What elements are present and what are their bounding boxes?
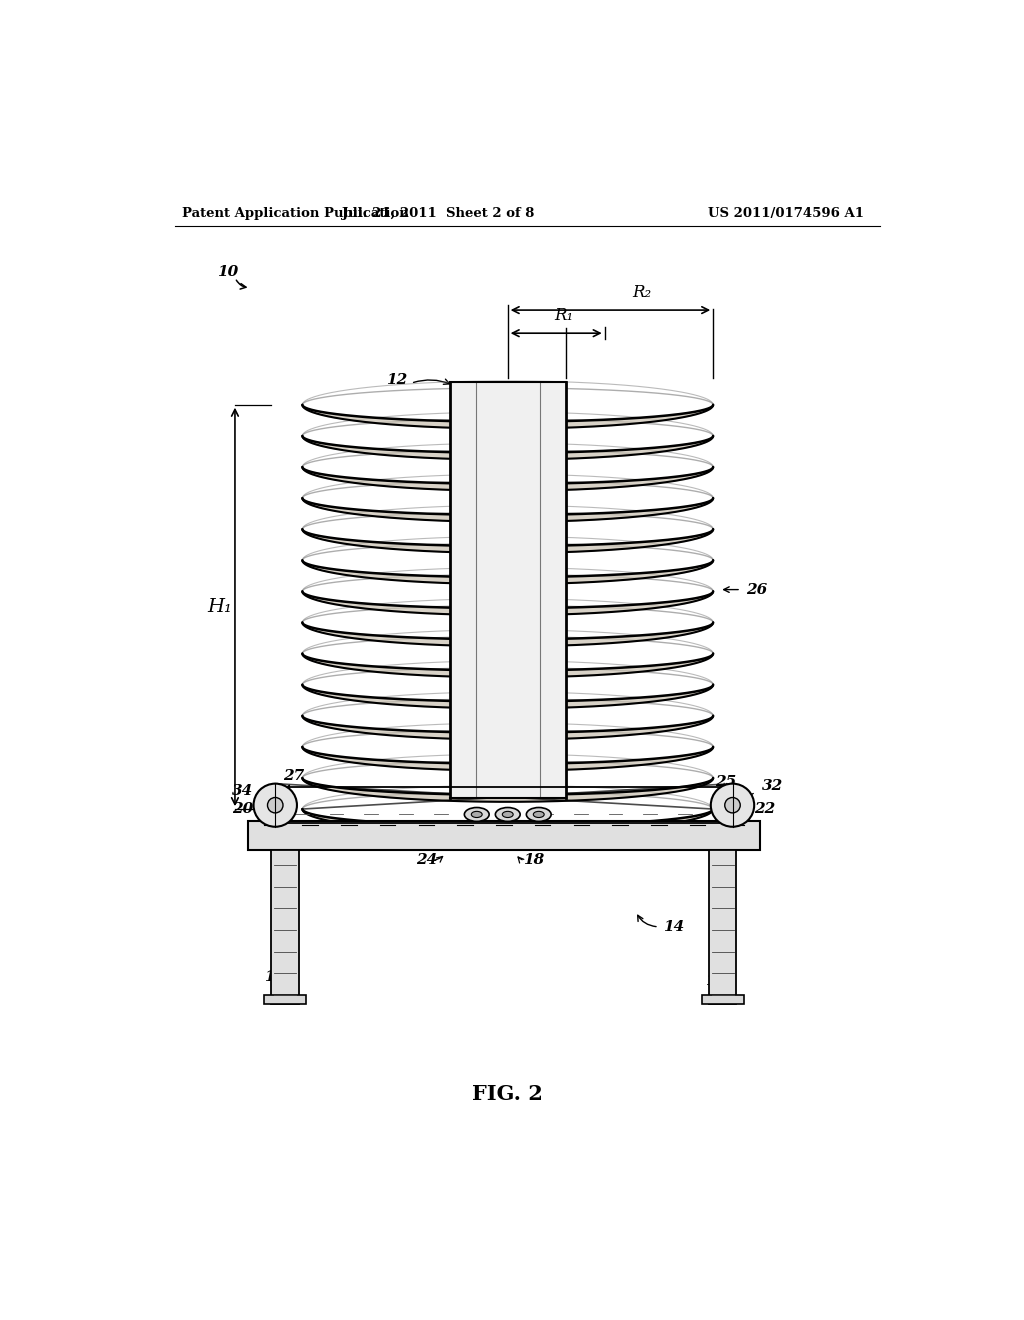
Circle shape (725, 797, 740, 813)
Text: 27: 27 (283, 768, 304, 783)
Polygon shape (710, 850, 736, 1003)
Polygon shape (302, 498, 713, 521)
Ellipse shape (503, 812, 513, 817)
Text: R₁: R₁ (554, 308, 573, 323)
Polygon shape (302, 405, 713, 429)
Text: US 2011/0174596 A1: US 2011/0174596 A1 (709, 207, 864, 220)
Text: 32: 32 (762, 779, 783, 793)
Text: 26: 26 (746, 582, 768, 597)
Ellipse shape (464, 808, 489, 821)
Text: 16: 16 (706, 974, 727, 987)
Ellipse shape (496, 808, 520, 821)
Polygon shape (302, 809, 713, 833)
Polygon shape (302, 591, 713, 615)
Polygon shape (248, 821, 760, 850)
Text: 25: 25 (715, 775, 736, 789)
Polygon shape (302, 747, 713, 771)
Text: 34: 34 (232, 784, 254, 799)
Text: 24: 24 (416, 853, 437, 867)
Polygon shape (302, 623, 713, 647)
Polygon shape (302, 777, 713, 801)
Polygon shape (302, 685, 713, 709)
Ellipse shape (526, 808, 551, 821)
Text: 20: 20 (232, 803, 254, 816)
Circle shape (711, 784, 755, 826)
Text: FIG. 2: FIG. 2 (472, 1084, 543, 1104)
Text: Jul. 21, 2011  Sheet 2 of 8: Jul. 21, 2011 Sheet 2 of 8 (342, 207, 535, 220)
Circle shape (254, 784, 297, 826)
Polygon shape (302, 529, 713, 553)
Polygon shape (302, 715, 713, 739)
Text: 10: 10 (217, 265, 239, 280)
Text: Patent Application Publication: Patent Application Publication (182, 207, 409, 220)
Text: 22: 22 (755, 803, 775, 816)
Text: 12: 12 (386, 374, 407, 387)
Polygon shape (263, 995, 306, 1003)
Text: 16: 16 (263, 970, 285, 983)
Ellipse shape (534, 812, 544, 817)
Circle shape (267, 797, 283, 813)
Polygon shape (302, 467, 713, 491)
Polygon shape (271, 850, 299, 1003)
Polygon shape (302, 436, 713, 459)
Ellipse shape (471, 812, 482, 817)
Polygon shape (302, 653, 713, 677)
Text: H₁: H₁ (207, 598, 231, 616)
Text: 18: 18 (523, 853, 545, 867)
Polygon shape (302, 560, 713, 585)
Text: 14: 14 (663, 920, 684, 933)
Text: R₂: R₂ (632, 284, 651, 301)
Polygon shape (450, 381, 566, 797)
Polygon shape (701, 995, 744, 1003)
